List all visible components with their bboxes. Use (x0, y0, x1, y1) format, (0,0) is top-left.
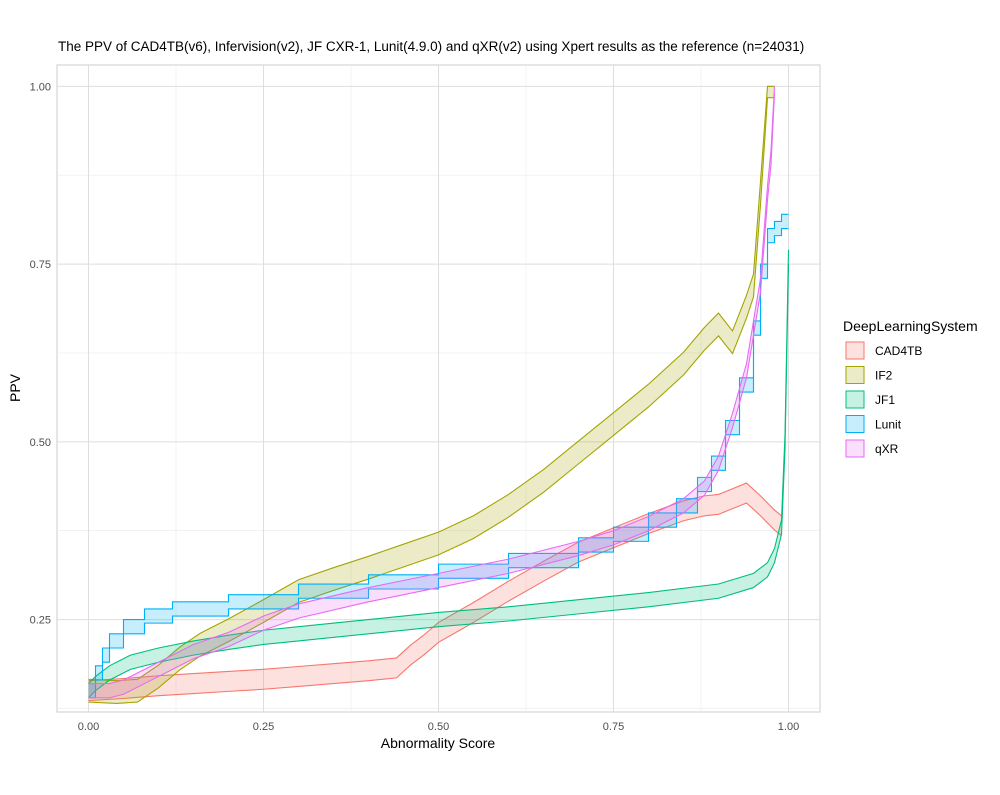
series-ribbon (88, 86, 775, 704)
x-tick-label: 0.75 (603, 721, 624, 733)
legend-key (845, 366, 865, 384)
x-tick-label: 0.00 (78, 721, 99, 733)
legend-key-bg (844, 413, 866, 435)
series-qxr (88, 86, 776, 699)
y-tick-label: 0.25 (30, 615, 51, 627)
series-line-lower (88, 227, 789, 699)
legend-key (845, 415, 865, 433)
legend-label: qXR (875, 442, 899, 456)
legend-label: Lunit (875, 418, 902, 432)
series-if2 (88, 85, 775, 705)
legend-items: CAD4TB IF2 JF1 Lunit qXR (844, 340, 922, 459)
grid-major (57, 65, 820, 712)
legend-key-bg (844, 438, 866, 459)
y-axis-ticks: 0.25 0.50 0.75 1.00 (30, 81, 51, 626)
y-tick-label: 1.00 (30, 81, 51, 93)
x-tick-label: 0.50 (428, 721, 449, 733)
x-axis-label: Abnormality Score (381, 735, 496, 751)
legend-title: DeepLearningSystem (843, 318, 978, 334)
series-line-upper (88, 482, 782, 682)
series-ribbon (88, 86, 775, 698)
legend-item: JF1 (844, 389, 895, 410)
series-line-lower (88, 264, 790, 699)
y-tick-label: 0.75 (30, 259, 51, 271)
legend-key (845, 390, 865, 409)
legend-key (845, 341, 865, 360)
legend-item: CAD4TB (844, 340, 922, 361)
y-axis-label: PPV (7, 373, 23, 402)
x-axis-ticks: 0.00 0.25 0.50 0.75 1.00 (78, 721, 799, 733)
y-tick-label: 0.50 (30, 437, 51, 449)
x-tick-label: 0.25 (253, 721, 274, 733)
series-line-lower (88, 93, 776, 699)
series-layer (88, 85, 790, 705)
series-line-upper (88, 86, 776, 685)
legend: DeepLearningSystem CAD4TB IF2 JF1 Lunit qXR (843, 318, 978, 459)
chart-title: The PPV of CAD4TB(v6), Infervision(v2), … (58, 39, 804, 54)
series-jf1 (88, 249, 790, 699)
legend-key-bg (844, 340, 866, 361)
legend-item: Lunit (844, 413, 902, 435)
series-line-upper (88, 85, 775, 682)
legend-key-bg (844, 364, 866, 386)
series-line-upper (88, 249, 790, 684)
series-ribbon (88, 249, 789, 698)
x-tick-label: 1.00 (778, 721, 799, 733)
series-line-upper (88, 213, 789, 685)
series-line-lower (88, 97, 775, 705)
series-line-lower (88, 502, 782, 702)
legend-label: IF2 (875, 369, 893, 383)
series-lunit (88, 213, 789, 699)
legend-label: JF1 (875, 393, 895, 407)
legend-item: IF2 (844, 364, 893, 386)
legend-item: qXR (844, 438, 899, 459)
legend-key-bg (844, 389, 866, 410)
legend-label: CAD4TB (875, 344, 922, 358)
legend-key (845, 439, 865, 458)
